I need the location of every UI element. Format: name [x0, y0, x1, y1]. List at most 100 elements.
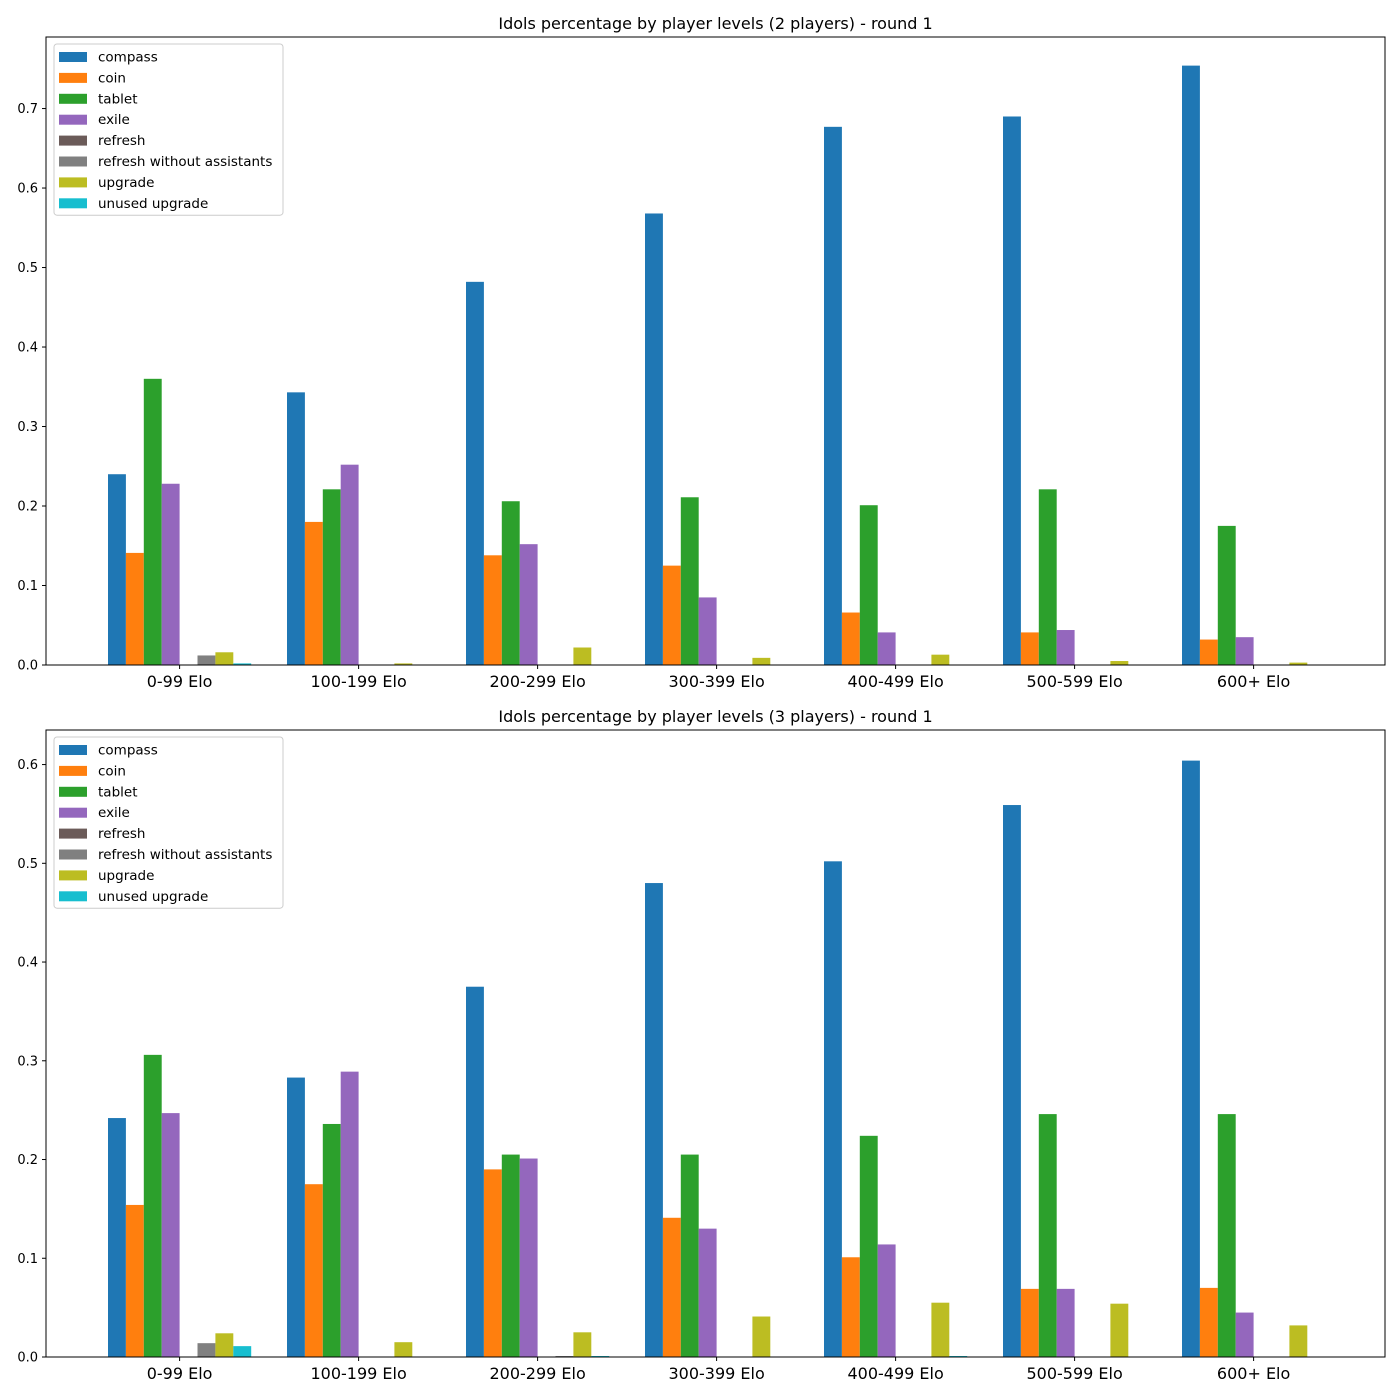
- bar-tablet-100-199-elo: [322, 1123, 341, 1357]
- bar-exile-400-499-elo: [877, 1244, 896, 1357]
- bar-upgrade-300-399-elo: [752, 657, 771, 665]
- bar-exile-100-199-elo: [340, 1071, 359, 1357]
- legend-swatch-refresh: [59, 828, 87, 839]
- bar-compass-100-199-elo: [287, 392, 305, 665]
- y-tick-label: 0.5: [17, 857, 38, 872]
- bar-upgrade-400-499-elo: [931, 654, 950, 665]
- legend-swatch-refresh-without-assistants: [59, 849, 87, 860]
- bar-coin-200-299-elo: [483, 555, 502, 665]
- bar-upgrade-0-99-elo: [215, 1333, 234, 1357]
- bar-coin-500-599-elo: [1020, 1288, 1039, 1357]
- bar-coin-200-299-elo: [483, 1169, 502, 1357]
- legend-swatch-exile: [59, 114, 87, 125]
- bar-coin-100-199-elo: [304, 1184, 323, 1357]
- bar-tablet-600-elo: [1217, 525, 1236, 665]
- chart-panel-1: Idols percentage by player levels (2 pla…: [17, 14, 1386, 691]
- legend-swatch-tablet: [59, 786, 87, 797]
- y-tick-label: 0.2: [17, 500, 38, 515]
- legend-label-unused-upgrade: unused upgrade: [98, 889, 208, 905]
- chart-title: Idols percentage by player levels (3 pla…: [498, 707, 932, 726]
- chart-panel-2: Idols percentage by player levels (3 pla…: [17, 707, 1386, 1383]
- bar-refresh-without-assistants-0-99-elo: [197, 655, 216, 665]
- x-tick-label-500-599-elo: 500-599 Elo: [1026, 672, 1122, 691]
- bar-exile-400-499-elo: [877, 632, 896, 665]
- legend-box: [53, 736, 284, 909]
- bar-exile-200-299-elo: [519, 544, 538, 665]
- bar-coin-400-499-elo: [841, 612, 860, 665]
- bars: [108, 760, 1308, 1357]
- bar-compass-500-599-elo: [1003, 805, 1021, 1357]
- bar-upgrade-300-399-elo: [752, 1316, 771, 1357]
- bar-tablet-300-399-elo: [680, 1154, 699, 1357]
- bar-tablet-500-599-elo: [1038, 1114, 1057, 1357]
- bar-tablet-600-elo: [1217, 1114, 1236, 1357]
- legend-swatch-unused-upgrade: [59, 198, 87, 209]
- bar-tablet-500-599-elo: [1038, 489, 1057, 665]
- bar-compass-400-499-elo: [824, 126, 842, 665]
- bar-coin-0-99-elo: [125, 1204, 144, 1357]
- bar-compass-300-399-elo: [645, 213, 663, 666]
- legend-swatch-exile: [59, 807, 87, 818]
- bar-coin-300-399-elo: [662, 1217, 681, 1357]
- y-tick-label: 0.4: [17, 341, 38, 356]
- bar-compass-200-299-elo: [466, 281, 484, 665]
- x-tick-label-600-elo: 600+ Elo: [1217, 672, 1290, 691]
- bar-exile-600-elo: [1235, 637, 1254, 665]
- bar-coin-600-elo: [1199, 1287, 1218, 1357]
- bar-upgrade-0-99-elo: [215, 652, 234, 665]
- bars: [108, 65, 1308, 666]
- y-tick-label: 0.1: [17, 579, 38, 594]
- legend-swatch-tablet: [59, 93, 87, 104]
- legend-swatch-compass: [59, 745, 87, 755]
- y-tick-label: 0.1: [17, 1252, 38, 1267]
- bar-upgrade-500-599-elo: [1110, 1303, 1129, 1357]
- legend-label-compass: compass: [98, 50, 158, 66]
- x-tick-label-600-elo: 600+ Elo: [1217, 1364, 1290, 1383]
- legend-swatch-upgrade: [59, 177, 87, 188]
- legend-label-unused-upgrade: unused upgrade: [98, 196, 208, 212]
- bar-compass-300-399-elo: [645, 883, 663, 1357]
- bar-coin-0-99-elo: [125, 552, 144, 665]
- x-tick-label-100-199-elo: 100-199 Elo: [310, 672, 406, 691]
- bar-unused-upgrade-0-99-elo: [233, 1346, 252, 1357]
- bar-upgrade-200-299-elo: [573, 647, 592, 665]
- legend-label-upgrade: upgrade: [98, 868, 154, 884]
- bar-tablet-200-299-elo: [501, 1154, 520, 1357]
- y-tick-label: 0.3: [17, 1054, 38, 1069]
- legend-label-refresh-without-assistants: refresh without assistants: [98, 154, 272, 170]
- legend-label-refresh-without-assistants: refresh without assistants: [98, 847, 272, 863]
- x-tick-label-400-499-elo: 400-499 Elo: [847, 672, 943, 691]
- legend-label-coin: coin: [98, 763, 126, 779]
- bar-upgrade-200-299-elo: [573, 1332, 592, 1357]
- bar-upgrade-600-elo: [1289, 1325, 1308, 1357]
- bar-refresh-without-assistants-0-99-elo: [197, 1343, 216, 1357]
- bar-upgrade-500-599-elo: [1110, 661, 1129, 665]
- bar-upgrade-100-199-elo: [394, 1342, 413, 1357]
- legend-swatch-coin: [59, 765, 87, 776]
- legend-label-refresh: refresh: [98, 826, 145, 842]
- bar-exile-300-399-elo: [698, 597, 717, 665]
- legend-label-tablet: tablet: [98, 784, 138, 800]
- bar-coin-500-599-elo: [1020, 632, 1039, 665]
- y-tick-label: 0.0: [17, 659, 38, 674]
- bar-coin-600-elo: [1199, 639, 1218, 665]
- bar-exile-500-599-elo: [1056, 630, 1075, 665]
- legend-label-tablet: tablet: [98, 91, 138, 107]
- legend-swatch-unused-upgrade: [59, 891, 87, 902]
- bar-compass-600-elo: [1182, 65, 1200, 666]
- axes-frame: [45, 36, 1386, 666]
- legend-label-compass: compass: [98, 743, 158, 759]
- bar-compass-0-99-elo: [108, 474, 126, 665]
- y-tick-label: 0.3: [17, 420, 38, 435]
- bar-upgrade-400-499-elo: [931, 1302, 950, 1357]
- bar-compass-100-199-elo: [287, 1077, 305, 1357]
- legend-swatch-coin: [59, 72, 87, 83]
- x-tick-label-100-199-elo: 100-199 Elo: [310, 1364, 406, 1383]
- y-tick-label: 0.2: [17, 1153, 38, 1168]
- bar-tablet-100-199-elo: [322, 489, 341, 665]
- legend-swatch-upgrade: [59, 870, 87, 881]
- bar-compass-600-elo: [1182, 760, 1200, 1357]
- bar-coin-100-199-elo: [304, 521, 323, 665]
